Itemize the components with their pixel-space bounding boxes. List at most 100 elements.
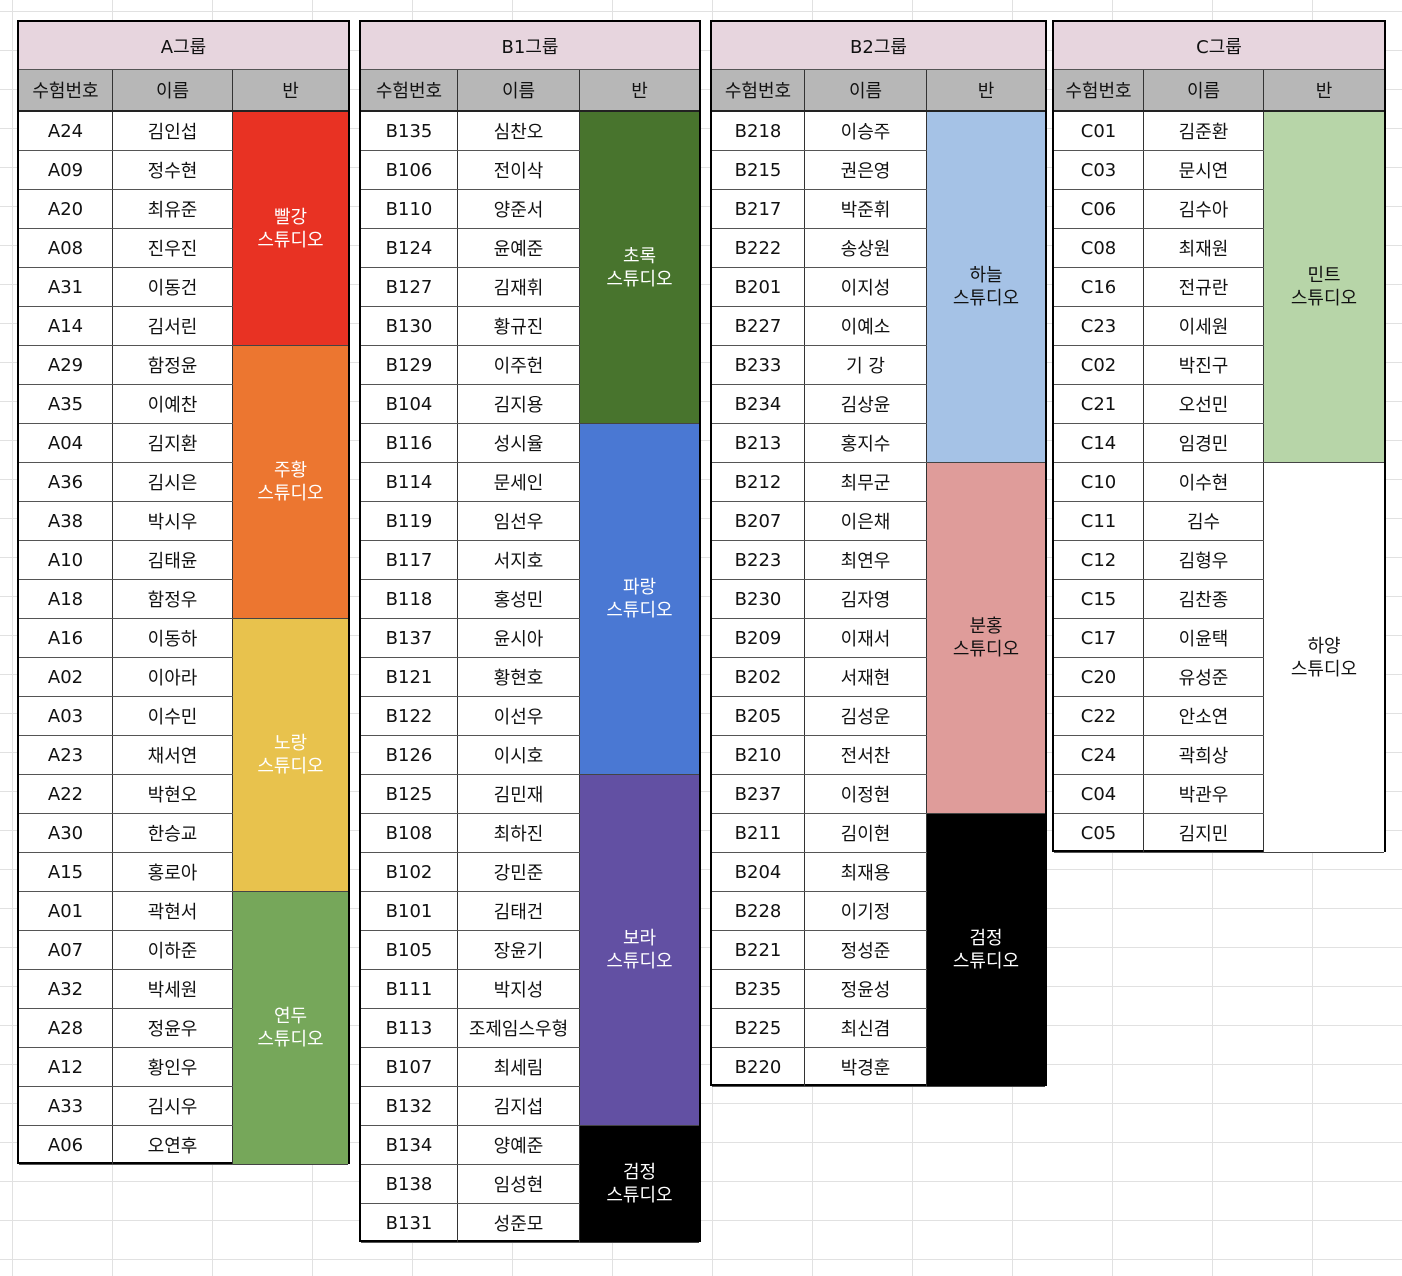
exam-number-cell[interactable]: B215 (712, 151, 805, 189)
header-class[interactable]: 반 (282, 81, 299, 102)
exam-number-cell[interactable]: C23 (1054, 307, 1144, 345)
exam-number-cell[interactable]: B126 (361, 736, 458, 774)
name-cell[interactable]: 기 강 (805, 346, 927, 384)
name-cell[interactable]: 이수민 (113, 697, 233, 735)
header-name[interactable]: 이름 (1144, 70, 1264, 110)
name-cell[interactable]: 심찬오 (458, 112, 580, 150)
exam-number-cell[interactable]: B101 (361, 892, 458, 930)
name-cell[interactable]: 정윤우 (113, 1009, 233, 1047)
exam-number-cell[interactable]: A10 (19, 541, 113, 579)
name-cell[interactable]: 이선우 (458, 697, 580, 735)
exam-number-cell[interactable]: B202 (712, 658, 805, 696)
exam-number-cell[interactable]: B137 (361, 619, 458, 657)
exam-number-cell[interactable]: B205 (712, 697, 805, 735)
exam-number-cell[interactable]: B106 (361, 151, 458, 189)
name-cell[interactable]: 홍성민 (458, 580, 580, 618)
name-cell[interactable]: 함정윤 (113, 346, 233, 384)
name-cell[interactable]: 박경훈 (805, 1048, 927, 1086)
name-cell[interactable]: 김지환 (113, 424, 233, 462)
name-cell[interactable]: 이예찬 (113, 385, 233, 423)
name-cell[interactable]: 이윤택 (1144, 619, 1264, 657)
exam-number-cell[interactable]: B117 (361, 541, 458, 579)
name-cell[interactable]: 이시호 (458, 736, 580, 774)
exam-number-cell[interactable]: B138 (361, 1165, 458, 1203)
exam-number-cell[interactable]: C15 (1054, 580, 1144, 618)
name-cell[interactable]: 박현오 (113, 775, 233, 813)
name-cell[interactable]: 진우진 (113, 229, 233, 267)
name-cell[interactable]: 최무군 (805, 463, 927, 501)
exam-number-cell[interactable]: C12 (1054, 541, 1144, 579)
name-cell[interactable]: 김수아 (1144, 190, 1264, 228)
name-cell[interactable]: 유성준 (1144, 658, 1264, 696)
exam-number-cell[interactable]: A31 (19, 268, 113, 306)
exam-number-cell[interactable]: C20 (1054, 658, 1144, 696)
name-cell[interactable]: 함정우 (113, 580, 233, 618)
name-cell[interactable]: 박진구 (1144, 346, 1264, 384)
exam-number-cell[interactable]: C03 (1054, 151, 1144, 189)
exam-number-cell[interactable]: B211 (712, 814, 805, 852)
name-cell[interactable]: 이수현 (1144, 463, 1264, 501)
exam-number-cell[interactable]: B230 (712, 580, 805, 618)
exam-number-cell[interactable]: B107 (361, 1048, 458, 1086)
group-title[interactable]: A그룹 (19, 22, 348, 70)
header-exam-number[interactable]: 수험번호 (712, 70, 805, 110)
name-cell[interactable]: 윤시아 (458, 619, 580, 657)
name-cell[interactable]: 이지성 (805, 268, 927, 306)
name-cell[interactable]: 홍로아 (113, 853, 233, 891)
name-cell[interactable]: 김지섭 (458, 1087, 580, 1125)
name-cell[interactable]: 서재현 (805, 658, 927, 696)
name-cell[interactable]: 송상원 (805, 229, 927, 267)
exam-number-cell[interactable]: B116 (361, 424, 458, 462)
name-cell[interactable]: 황규진 (458, 307, 580, 345)
name-cell[interactable]: 김지용 (458, 385, 580, 423)
class-band[interactable]: 파랑 스튜디오 (580, 424, 699, 775)
exam-number-cell[interactable]: A24 (19, 112, 113, 150)
exam-number-cell[interactable]: A15 (19, 853, 113, 891)
name-cell[interactable]: 최재용 (805, 853, 927, 891)
exam-number-cell[interactable]: B218 (712, 112, 805, 150)
name-cell[interactable]: 문시연 (1144, 151, 1264, 189)
name-cell[interactable]: 홍지수 (805, 424, 927, 462)
exam-number-cell[interactable]: B129 (361, 346, 458, 384)
exam-number-cell[interactable]: C11 (1054, 502, 1144, 540)
exam-number-cell[interactable]: A20 (19, 190, 113, 228)
exam-number-cell[interactable]: C02 (1054, 346, 1144, 384)
header-name[interactable]: 이름 (113, 70, 233, 110)
exam-number-cell[interactable]: A08 (19, 229, 113, 267)
name-cell[interactable]: 이세원 (1144, 307, 1264, 345)
class-band[interactable]: 하양 스튜디오 (1264, 463, 1384, 853)
exam-number-cell[interactable]: A18 (19, 580, 113, 618)
group-title[interactable]: B1그룹 (361, 22, 699, 70)
name-cell[interactable]: 김준환 (1144, 112, 1264, 150)
name-cell[interactable]: 양예준 (458, 1126, 580, 1164)
exam-number-cell[interactable]: B113 (361, 1009, 458, 1047)
exam-number-cell[interactable]: A38 (19, 502, 113, 540)
exam-number-cell[interactable]: A12 (19, 1048, 113, 1086)
name-cell[interactable]: 성시율 (458, 424, 580, 462)
name-cell[interactable]: 박지성 (458, 970, 580, 1008)
class-band[interactable]: 검정 스튜디오 (927, 814, 1045, 1087)
exam-number-cell[interactable]: B227 (712, 307, 805, 345)
exam-number-cell[interactable]: B105 (361, 931, 458, 969)
exam-number-cell[interactable]: B207 (712, 502, 805, 540)
header-class[interactable]: 반 (977, 81, 995, 102)
name-cell[interactable]: 김태윤 (113, 541, 233, 579)
exam-number-cell[interactable]: C01 (1054, 112, 1144, 150)
exam-number-cell[interactable]: A07 (19, 931, 113, 969)
class-band[interactable]: 민트 스튜디오 (1264, 112, 1384, 463)
exam-number-cell[interactable]: B210 (712, 736, 805, 774)
name-cell[interactable]: 김서린 (113, 307, 233, 345)
name-cell[interactable]: 곽현서 (113, 892, 233, 930)
exam-number-cell[interactable]: B102 (361, 853, 458, 891)
exam-number-cell[interactable]: A06 (19, 1126, 113, 1164)
name-cell[interactable]: 이기정 (805, 892, 927, 930)
name-cell[interactable]: 박관우 (1144, 775, 1264, 813)
name-cell[interactable]: 이하준 (113, 931, 233, 969)
exam-number-cell[interactable]: B213 (712, 424, 805, 462)
name-cell[interactable]: 서지호 (458, 541, 580, 579)
exam-number-cell[interactable]: A04 (19, 424, 113, 462)
exam-number-cell[interactable]: B122 (361, 697, 458, 735)
header-name[interactable]: 이름 (458, 70, 580, 110)
exam-number-cell[interactable]: B201 (712, 268, 805, 306)
name-cell[interactable]: 장윤기 (458, 931, 580, 969)
